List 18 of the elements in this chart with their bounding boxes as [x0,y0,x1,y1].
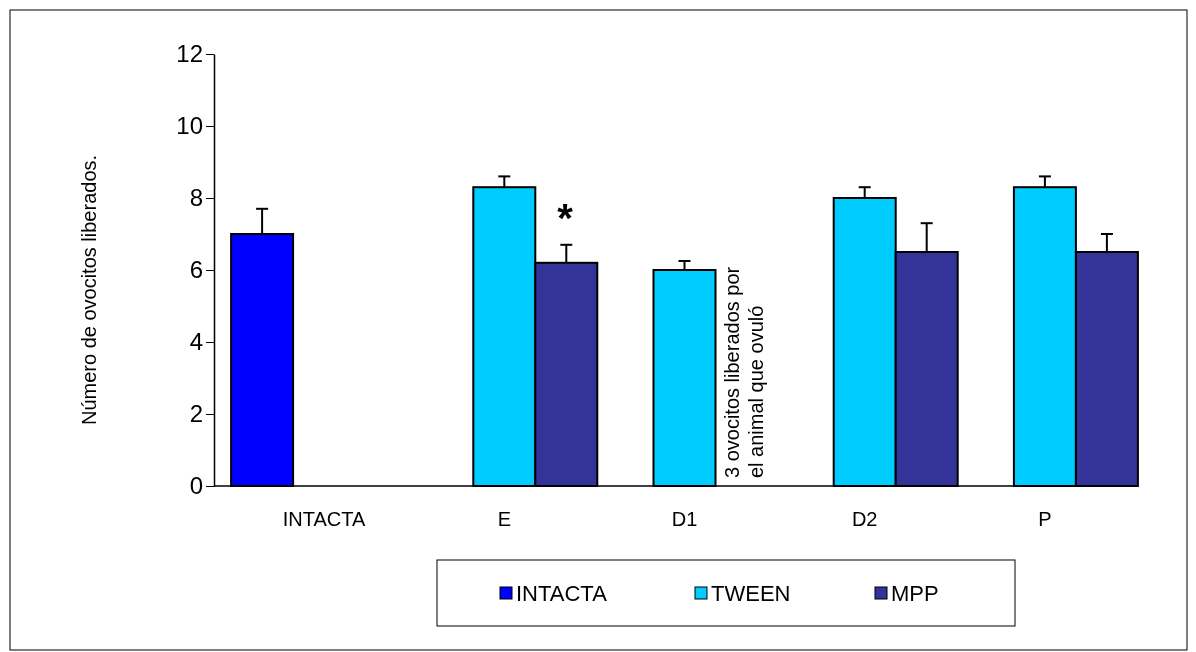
y-tick-label: 0 [189,472,203,500]
y-tick-label: 2 [189,400,203,428]
y-tick-label: 8 [189,184,203,212]
x-tick-label: D2 [851,508,878,530]
y-tick-label: 6 [189,256,203,284]
y-axis-title: Número de ovocitos liberados. [78,154,100,426]
annotation: * [557,196,574,240]
y-tick-label: 4 [189,328,203,356]
x-tick-label: INTACTA [282,508,367,530]
legend-label: INTACTA [516,581,608,606]
legend-label: TWEEN [711,581,791,606]
y-tick-label: 10 [176,112,203,140]
y-tick-label: 12 [176,40,203,68]
annotation: 3 ovocitos liberados por el animal que ovuló [720,266,767,478]
x-tick-label: P [1038,508,1052,530]
legend-label: MPP [891,581,939,606]
x-tick-label: E [497,508,511,530]
x-tick-label: D1 [671,508,698,530]
